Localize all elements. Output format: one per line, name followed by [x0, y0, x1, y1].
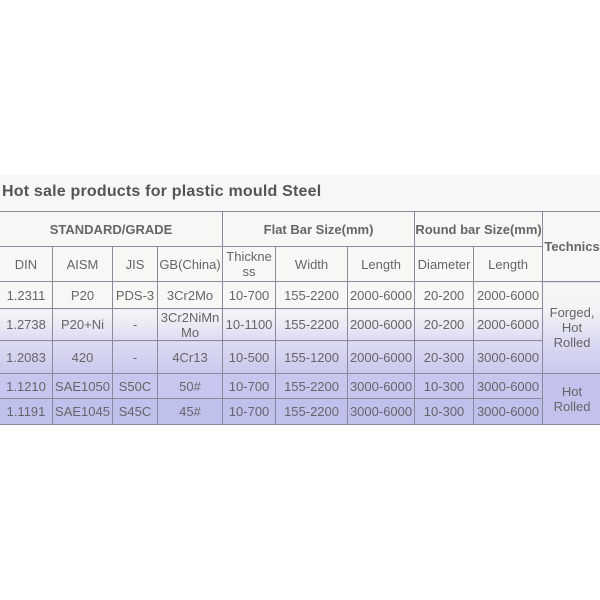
column-header-gb-china: GB(China) [156, 246, 224, 282]
cell-jis: S50C [112, 373, 158, 399]
steel-products-table: STANDARD/GRADE Flat Bar Size(mm) Round b… [0, 211, 600, 425]
cell-din: 1.2083 [0, 340, 53, 374]
table-row: 1.2738 P20+Ni -3Cr2NiMnMo 10-1100 155-2200 20… [0, 308, 600, 341]
cell-width: 155-2200 [275, 281, 349, 309]
cell-flat-length: 3000-6000 [347, 373, 416, 399]
cell-gb-china: 4Cr13 [156, 340, 224, 374]
cell-diameter: 20-300 [414, 340, 475, 374]
cell-din: 1.1210 [0, 373, 53, 399]
cell-flat-length: 2000-6000 [347, 308, 416, 341]
cell-width: 155-1200 [275, 340, 349, 374]
header-standard-grade: STANDARD/GRADE [0, 211, 224, 247]
column-header-jis: JIS [112, 246, 158, 282]
cell-jis: - [112, 340, 158, 374]
cell-width: 155-2200 [275, 398, 349, 425]
cell-round-length: 3000-6000 [473, 398, 544, 425]
cell-jis: - [112, 308, 158, 341]
cell-din: 1.2311 [0, 281, 53, 309]
cell-thickness: 10-700 [222, 398, 277, 425]
cell-aism: 420 [52, 340, 113, 374]
header-flat-bar-size: Flat Bar Size(mm) [222, 211, 416, 247]
cell-width: 155-2200 [275, 308, 349, 341]
cell-flat-length: 2000-6000 [347, 340, 416, 374]
cell-diameter: 10-300 [414, 398, 475, 425]
column-header-thickness: Thickness [222, 246, 277, 282]
table-row: 1.1210 SAE1050 S50C 50# 10-700 155-2200 3000-6… [0, 373, 600, 425]
page-title: Hot sale products for plastic mould Stee… [2, 183, 322, 200]
column-header-aism: AISM [52, 246, 113, 282]
table-row: 1.2083 420-4Cr13 10-500 155-1200 2000-6000 20… [0, 340, 600, 374]
cell-gb-china: 50# [156, 373, 224, 399]
cell-aism: P20 [52, 281, 113, 309]
cell-diameter: 20-200 [414, 308, 475, 341]
cell-round-length: 3000-6000 [473, 373, 544, 399]
cell-jis: S45C [112, 398, 158, 425]
cell-din: 1.2738 [0, 308, 53, 341]
column-header-din: DIN [0, 246, 53, 282]
cell-aism: SAE1045 [52, 398, 113, 425]
cell-flat-length: 3000-6000 [347, 398, 416, 425]
cell-thickness: 10-1100 [222, 308, 277, 341]
cell-width: 155-2200 [275, 373, 349, 399]
column-header-flat-length: Length [347, 246, 416, 282]
column-header-round-length: Length [473, 246, 544, 282]
cell-thickness: 10-700 [222, 373, 277, 399]
cell-din: 1.1191 [0, 398, 53, 425]
cell-round-length: 2000-6000 [473, 281, 544, 309]
cell-round-length: 2000-6000 [473, 308, 544, 341]
header-round-bar-size: Round bar Size(mm) [414, 211, 544, 247]
table-row: 1.1191 SAE1045 S45C 45# 10-700 155-2200 3000-6… [0, 398, 600, 425]
cell-gb-china: 3Cr2Mo [156, 281, 224, 309]
cell-thickness: 10-700 [222, 281, 277, 309]
table-row: 1.2311 P20 PDS-3 3Cr2Mo 10-700 155-2200 2000-6… [0, 281, 600, 374]
cell-technics: Forged, Hot Rolled [542, 281, 600, 374]
cell-diameter: 10-300 [414, 373, 475, 399]
column-header-diameter: Diameter [414, 246, 475, 282]
cell-round-length: 3000-6000 [473, 340, 544, 374]
cell-diameter: 20-200 [414, 281, 475, 309]
header-technics: Technics [542, 211, 600, 282]
cell-technics: Hot Rolled [542, 373, 600, 425]
cell-jis: PDS-3 [112, 281, 158, 309]
cell-aism: P20+Ni [52, 308, 113, 341]
cell-gb-china: 3Cr2NiMnMo [156, 308, 224, 341]
column-header-width: Width [275, 246, 349, 282]
cell-thickness: 10-500 [222, 340, 277, 374]
cell-aism: SAE1050 [52, 373, 113, 399]
cell-gb-china: 45# [156, 398, 224, 425]
cell-flat-length: 2000-6000 [347, 281, 416, 309]
